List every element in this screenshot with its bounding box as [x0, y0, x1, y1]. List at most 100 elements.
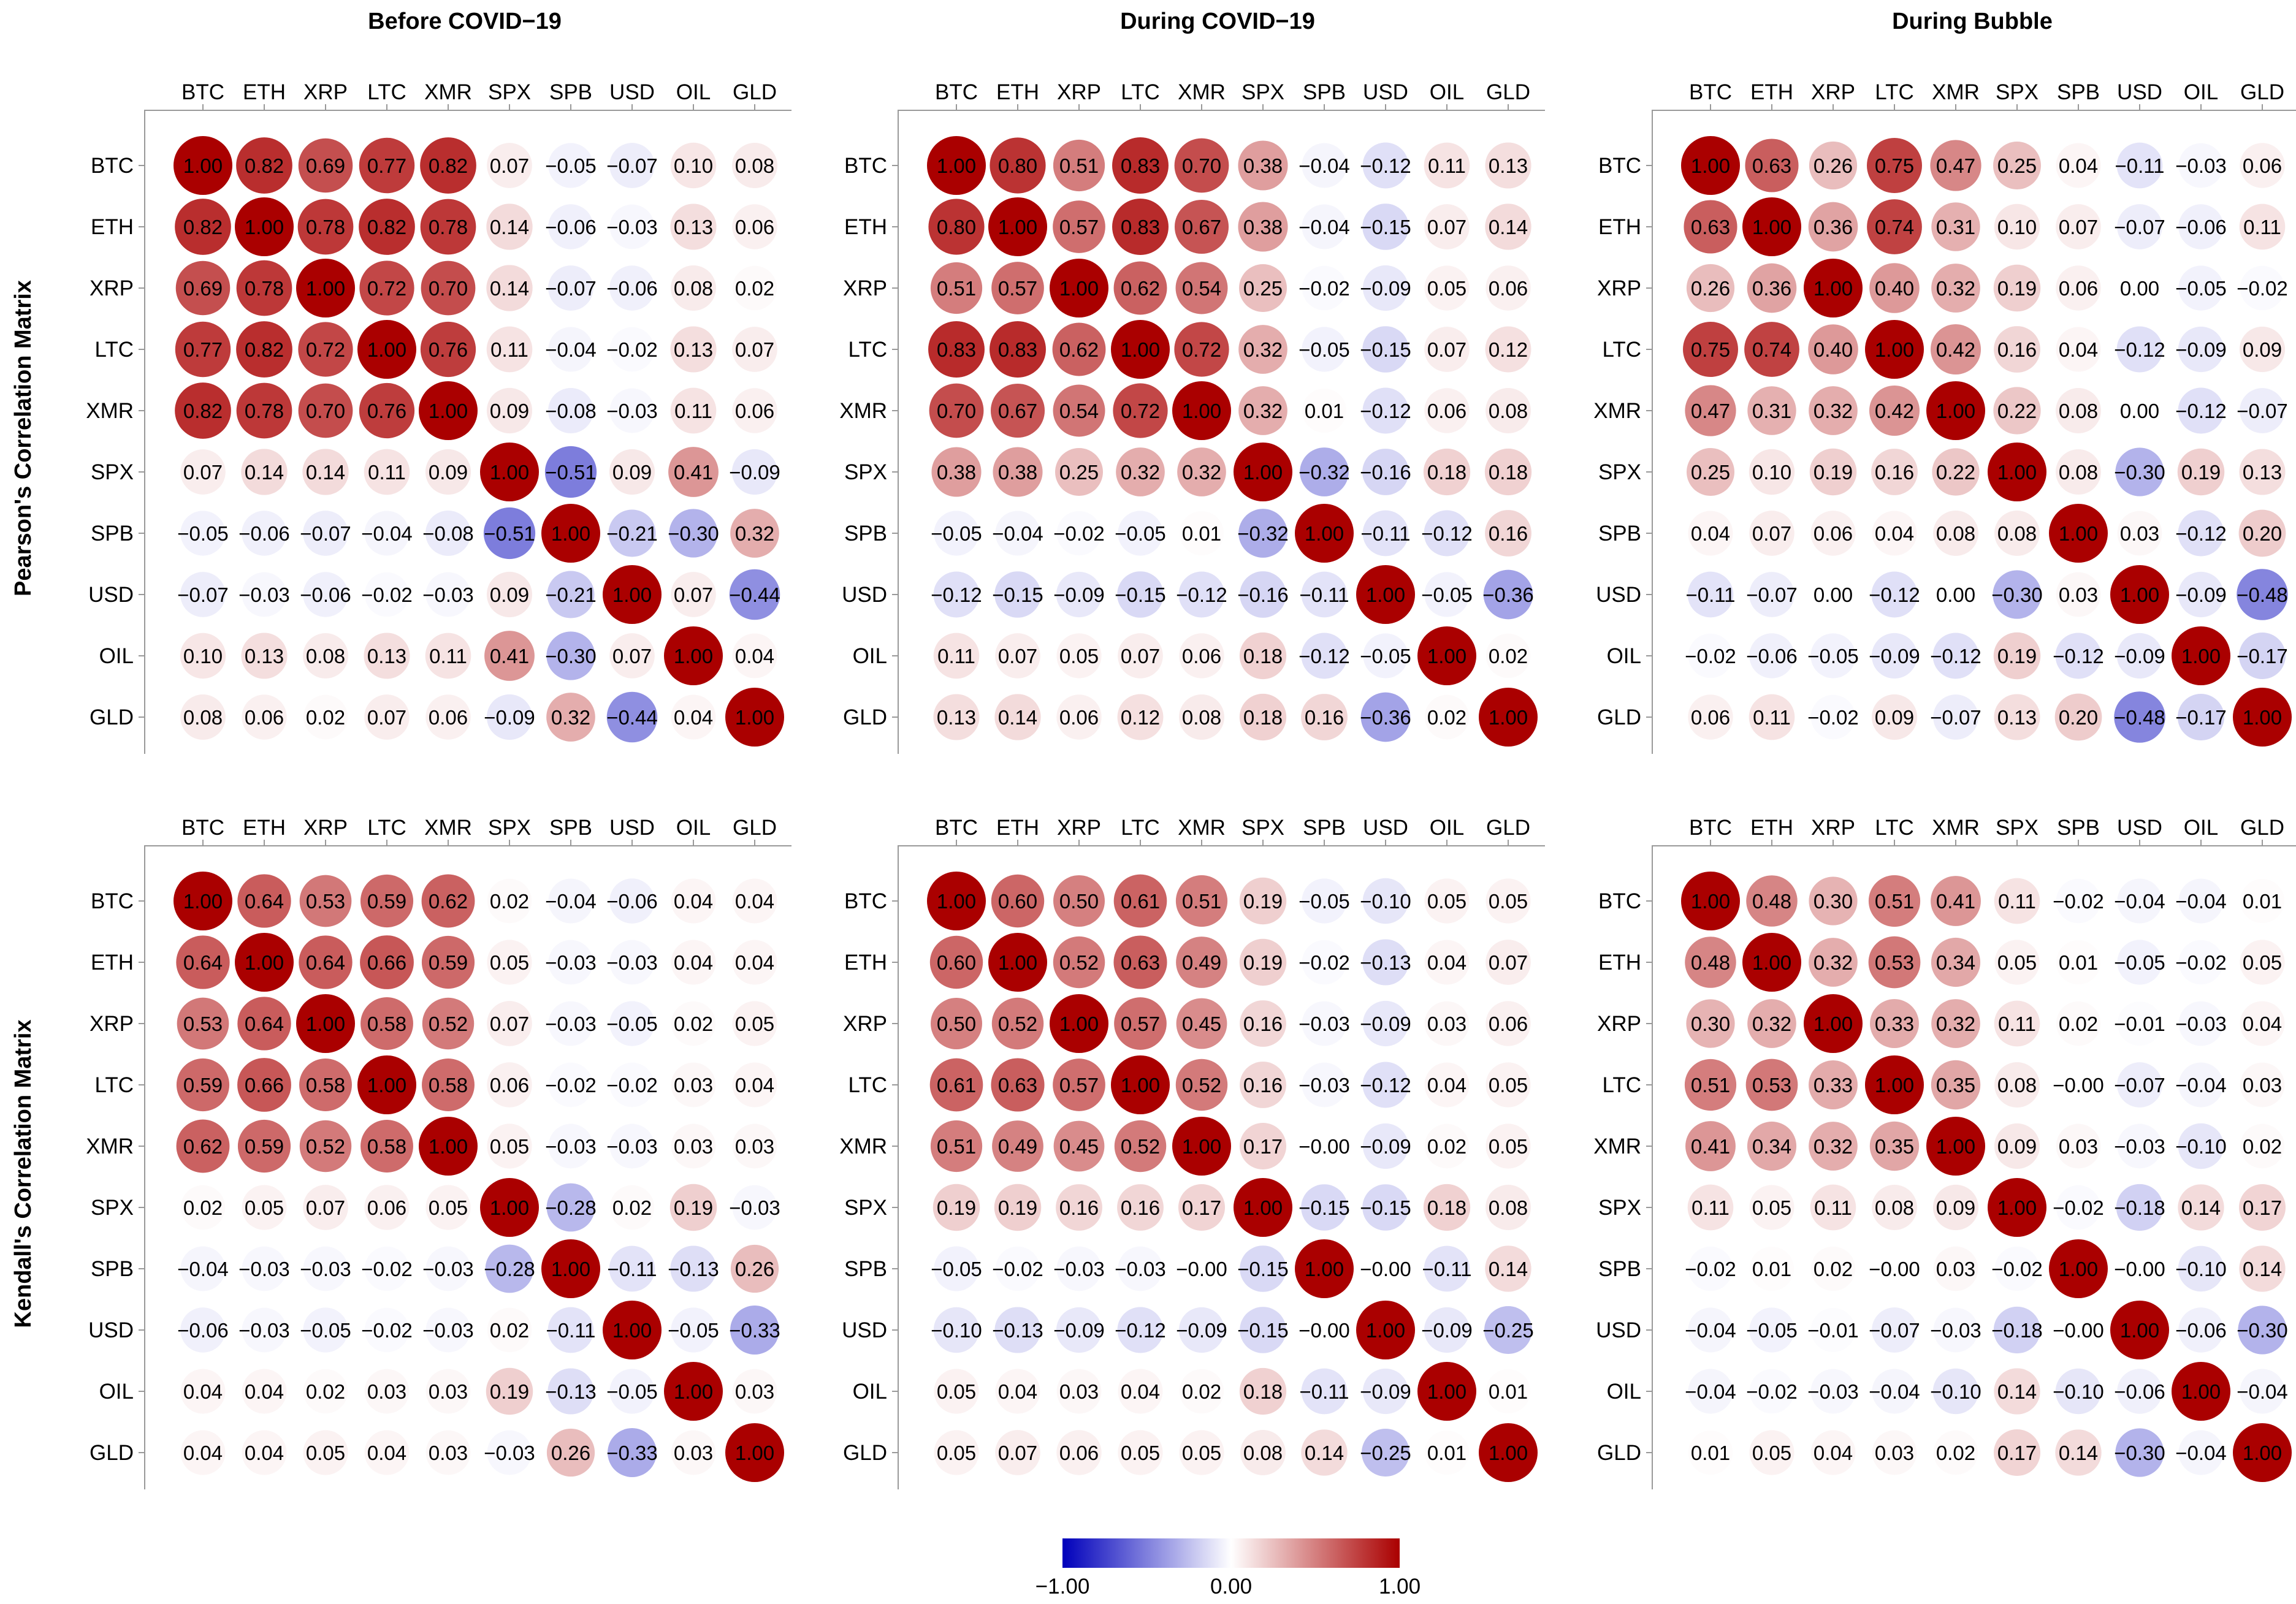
heatmap-cell	[670, 326, 717, 373]
heatmap-cell	[1870, 999, 1919, 1048]
cell-value-label: 0.14	[245, 461, 284, 484]
heatmap-cell	[2240, 1001, 2285, 1046]
cell-value-label: 1.00	[245, 216, 284, 238]
heatmap-cell	[486, 571, 533, 618]
cell-value-label: −0.03	[422, 583, 474, 606]
cell-value-label: 0.58	[367, 1013, 406, 1035]
y-tick-label: XRP	[843, 276, 887, 300]
y-tick-label: USD	[842, 1318, 887, 1342]
cell-value-label: 1.00	[1814, 277, 1853, 300]
cell-value-label: −0.32	[1237, 522, 1289, 545]
cell-value-label: 0.16	[1059, 1196, 1099, 1219]
heatmap-cell	[931, 447, 982, 497]
heatmap-cell	[242, 694, 287, 740]
heatmap-cell	[1056, 694, 1102, 740]
cell-value-label: 0.45	[1059, 1135, 1099, 1158]
heatmap-cell	[359, 137, 415, 194]
row-title-kendall: Kendall's Correlation Matrix	[10, 1019, 36, 1328]
cell-value-label: 0.02	[1427, 706, 1466, 729]
heatmap-cell	[486, 1367, 533, 1415]
cell-value-label: −0.30	[2237, 1319, 2288, 1342]
cell-value-label: 1.00	[1427, 645, 1466, 667]
cell-value-label: −0.02	[2053, 1196, 2104, 1219]
cell-value-label: 0.82	[245, 338, 284, 361]
cell-value-label: 0.82	[429, 154, 468, 177]
heatmap-cell	[1871, 633, 1918, 679]
heatmap-cell	[1749, 1185, 1794, 1230]
cell-value-label: −0.02	[2053, 890, 2104, 913]
cell-value-label: −0.12	[1360, 1074, 1411, 1097]
cell-value-label: −0.02	[1991, 1258, 2043, 1280]
heatmap-cell	[1993, 570, 2042, 619]
cell-value-label: 0.06	[735, 216, 774, 238]
heatmap-cell	[422, 997, 475, 1050]
axis-frame	[898, 845, 1545, 1489]
cell-value-label: −0.04	[2237, 1380, 2288, 1403]
heatmap-cell	[547, 571, 595, 618]
heatmap-cell	[1869, 1121, 1920, 1171]
cell-value-label: 0.11	[1814, 1196, 1852, 1219]
heatmap-cell	[1486, 1369, 1531, 1414]
cell-value-label: 0.16	[1243, 1013, 1283, 1035]
heatmap-cell	[1810, 1307, 1856, 1353]
heatmap-cell	[548, 327, 593, 372]
heatmap-cell	[1301, 633, 1348, 679]
cell-value-label: 0.82	[367, 216, 406, 238]
heatmap-cell	[990, 137, 1046, 194]
cell-value-label: 0.01	[1427, 1442, 1466, 1464]
heatmap-cell	[2056, 1001, 2101, 1046]
heatmap-cell	[235, 197, 294, 256]
heatmap-cell	[1808, 202, 1858, 252]
heatmap-cell	[486, 326, 533, 373]
cell-value-label: −0.04	[2175, 1074, 2227, 1097]
heatmap-cell	[541, 1239, 600, 1298]
cell-value-label: 0.45	[1182, 1013, 1221, 1035]
cell-value-label: −0.06	[545, 216, 597, 238]
x-tick-label: XMR	[1932, 80, 1980, 104]
cell-value-label: 0.58	[306, 1074, 345, 1097]
cell-value-label: 0.11	[368, 461, 406, 484]
cell-value-label: −0.12	[931, 583, 982, 606]
y-tick-label: BTC	[1598, 889, 1641, 913]
cell-value-label: 0.07	[998, 1442, 1037, 1464]
heatmap-cell	[1175, 1059, 1228, 1111]
cell-value-label: 0.00	[1814, 583, 1853, 606]
cell-value-label: −0.30	[668, 522, 719, 545]
cell-value-label: 1.00	[2120, 1319, 2159, 1342]
heatmap-cell	[425, 633, 471, 679]
heatmap-cell	[1872, 1369, 1917, 1414]
heatmap-cell	[2056, 265, 2101, 311]
cell-value-label: 0.61	[937, 1074, 976, 1097]
x-tick-label: XRP	[1057, 80, 1101, 104]
x-tick-label: LTC	[1875, 816, 1914, 840]
heatmap-cell	[541, 504, 600, 563]
heatmap-cell	[1683, 322, 1738, 377]
heatmap-cell	[176, 1119, 230, 1173]
cell-value-label: 0.10	[1997, 216, 2037, 238]
cell-value-label: 0.61	[1121, 890, 1160, 913]
heatmap-cell	[1175, 875, 1228, 927]
cell-value-label: −0.04	[177, 1258, 229, 1280]
cell-value-label: 0.06	[735, 400, 774, 422]
x-tick-label: ETH	[996, 80, 1039, 104]
cell-value-label: −0.11	[546, 1319, 595, 1342]
cell-value-label: −0.15	[1115, 583, 1166, 606]
cell-value-label: 0.18	[1489, 461, 1528, 484]
cell-value-label: −0.02	[1685, 645, 1736, 667]
heatmap-cell	[1872, 1307, 1917, 1353]
heatmap-cell	[1112, 199, 1169, 255]
cell-value-label: −0.36	[1482, 583, 1534, 606]
cell-value-label: 0.72	[367, 277, 406, 300]
heatmap-cell	[1746, 875, 1798, 927]
heatmap-cell	[2110, 1301, 2169, 1359]
heatmap-cell	[933, 1307, 980, 1353]
heatmap-cell	[1485, 203, 1531, 250]
cell-value-label: −0.06	[2114, 1380, 2165, 1403]
cell-value-label: 0.07	[183, 461, 223, 484]
cell-value-label: 0.82	[183, 216, 223, 238]
x-tick-label: XRP	[1057, 816, 1101, 840]
heatmap-cell	[1360, 692, 1411, 742]
cell-value-label: −0.08	[545, 400, 597, 422]
heatmap-panel-1: BTC ETH XRP LTC XMR SPX SPB USD OIL GLD BTC 1.00 0.8…	[86, 80, 791, 754]
y-tick-label: XMR	[86, 399, 134, 423]
